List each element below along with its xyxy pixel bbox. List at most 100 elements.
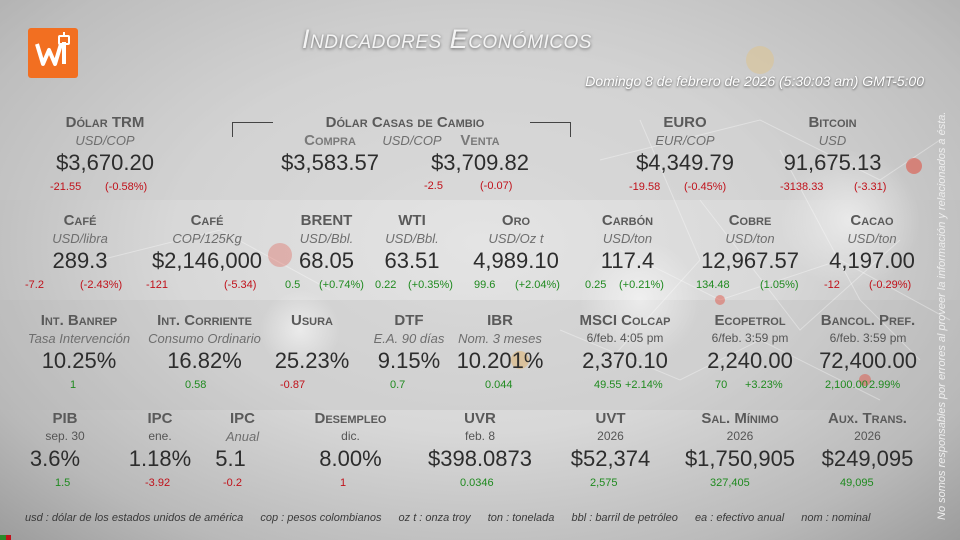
legend-item: cop : pesos colombianos [260, 512, 382, 524]
indicator-name: Cobre [728, 212, 772, 229]
indicator-name: Desempleo [314, 410, 387, 427]
indicator-value: $4,349.79 [636, 150, 734, 175]
indicator-name: Venta [460, 132, 500, 149]
indicator-change: -12 [824, 279, 840, 291]
indicator-unit: Anual [225, 429, 260, 444]
indicator-change-pct: (-3.31) [854, 181, 887, 193]
indicator-unit: 6/feb. 4:05 pm [586, 331, 664, 345]
indicator-unit: EUR/COP [655, 133, 715, 148]
indicator-value: $3,583.57 [281, 150, 379, 175]
disclaimer-note: No somos responsables por errores al pro… [936, 111, 948, 520]
indicator-value: 63.51 [384, 248, 440, 273]
indicator-value: 10.25% [41, 348, 117, 373]
indicator-value: 4,197.00 [829, 248, 915, 273]
indicator-value: $249,095 [821, 446, 914, 471]
indicator-unit: 2026 [726, 429, 754, 443]
flag-strip-red [6, 535, 11, 540]
indicator-name: Café [63, 212, 97, 229]
indicator-unit: COP/125Kg [172, 231, 242, 246]
indicator-change: 99.6 [474, 279, 496, 291]
abbreviation-legend: usd : dólar de los estados unidos de amé… [25, 512, 884, 524]
indicator-change: -3138.33 [780, 181, 824, 193]
indicator-change-pct: +2.14% [625, 379, 663, 391]
indicator-unit: Tasa Intervención [27, 331, 131, 346]
indicator-change-pct: (-5.34) [224, 279, 257, 291]
casas-unit: USD/COP [382, 133, 442, 148]
indicator-unit: USD/COP [75, 133, 135, 148]
indicator-change: -19.58 [629, 181, 661, 193]
indicator-value: $398.0873 [428, 446, 532, 471]
indicator-name: Carbón [601, 212, 654, 229]
indicator-unit: 6/feb. 3:59 pm [829, 331, 907, 345]
indicator-unit: USD [818, 133, 847, 148]
indicator-value: 10.201% [456, 348, 544, 373]
indicator-name: UVR [464, 410, 496, 427]
indicator-name: EURO [663, 114, 707, 131]
indicator-change-pct: (-0.45%) [684, 181, 727, 193]
indicator-value: 91,675.13 [783, 150, 882, 175]
indicator-value: 68.05 [298, 248, 355, 273]
indicator-unit: Nom. 3 meses [458, 331, 542, 346]
indicator-change: 2,575 [590, 477, 618, 489]
indicator-unit: USD/Bbl. [299, 231, 354, 246]
casas-bracket-right [530, 122, 571, 137]
indicator-name: UVT [595, 410, 626, 427]
indicator-change-pct: (+2.04%) [515, 279, 560, 291]
indicator-value: $2,146,000 [151, 248, 263, 273]
indicator-unit: Consumo Ordinario [148, 331, 261, 346]
datetime-label: Domingo 8 de febrero de 2026 (5:30:03 am… [585, 73, 924, 89]
indicator-name: Int. Banrep [40, 312, 118, 329]
indicator-value: 9.15% [377, 348, 441, 373]
indicator-name: Ecopetrol [714, 312, 786, 329]
indicator-unit: USD/Oz t [488, 231, 544, 246]
indicator-name: Int. Corriente [157, 312, 252, 329]
indicator-name: WTI [398, 212, 426, 229]
indicator-value: 5.1 [215, 446, 246, 471]
indicator-change-pct: +3.23% [745, 379, 783, 391]
indicator-change: 0.0346 [460, 477, 494, 489]
indicator-change: 1.5 [55, 477, 71, 489]
indicator-name: Cacao [850, 212, 894, 229]
indicator-change: 327,405 [710, 477, 750, 489]
indicator-name: IPC [229, 410, 255, 427]
indicator-unit: USD/ton [602, 231, 653, 246]
legend-item: oz t : onza troy [398, 512, 471, 524]
indicator-change: -121 [146, 279, 169, 291]
indicator-unit: ene. [148, 429, 172, 443]
indicator-value: 3.6% [29, 446, 81, 471]
indicator-unit: USD/ton [847, 231, 897, 246]
legend-item: nom : nominal [801, 512, 871, 524]
indicator-value: 117.4 [600, 248, 655, 273]
indicator-name: Café [190, 212, 224, 229]
indicator-change-pct: (+0.35%) [408, 279, 453, 291]
legend-item: bbl : barril de petróleo [571, 512, 678, 524]
indicator-change-pct: (-2.43%) [80, 279, 123, 291]
indicator-change: -2.5 [424, 180, 443, 192]
indicator-name: IPC [147, 410, 173, 427]
indicator-name: Usura [290, 312, 333, 329]
indicator-name: DTF [394, 312, 424, 329]
indicator-change-pct: (-0.29%) [869, 279, 912, 291]
indicator-unit: sep. 30 [45, 429, 85, 443]
indicator-change-pct: (+0.21%) [619, 279, 664, 291]
indicator-change: 0.58 [185, 379, 207, 391]
indicator-name: PIB [52, 410, 78, 427]
indicator-value: 16.82% [167, 348, 242, 373]
indicator-name: Sal. Mínimo [701, 410, 779, 427]
casas-bracket-left [232, 122, 273, 137]
indicator-change: -7.2 [25, 279, 44, 291]
indicator-change: 1 [70, 379, 77, 391]
indicator-value: 12,967.57 [701, 248, 799, 273]
legend-item: ton : tonelada [487, 512, 555, 524]
indicator-change: 0.5 [285, 279, 301, 291]
indicator-change: -0.87 [280, 379, 306, 391]
indicator-value: 289.3 [52, 248, 108, 273]
legend-item: ea : efectivo anual [694, 512, 785, 524]
indicator-value: $52,374 [570, 446, 651, 471]
indicator-change: 2,100.00 [825, 379, 868, 391]
indicator-change-pct: (1.05%) [760, 279, 799, 291]
indicator-name: Oro [501, 212, 531, 229]
indicator-unit: USD/libra [52, 231, 108, 246]
